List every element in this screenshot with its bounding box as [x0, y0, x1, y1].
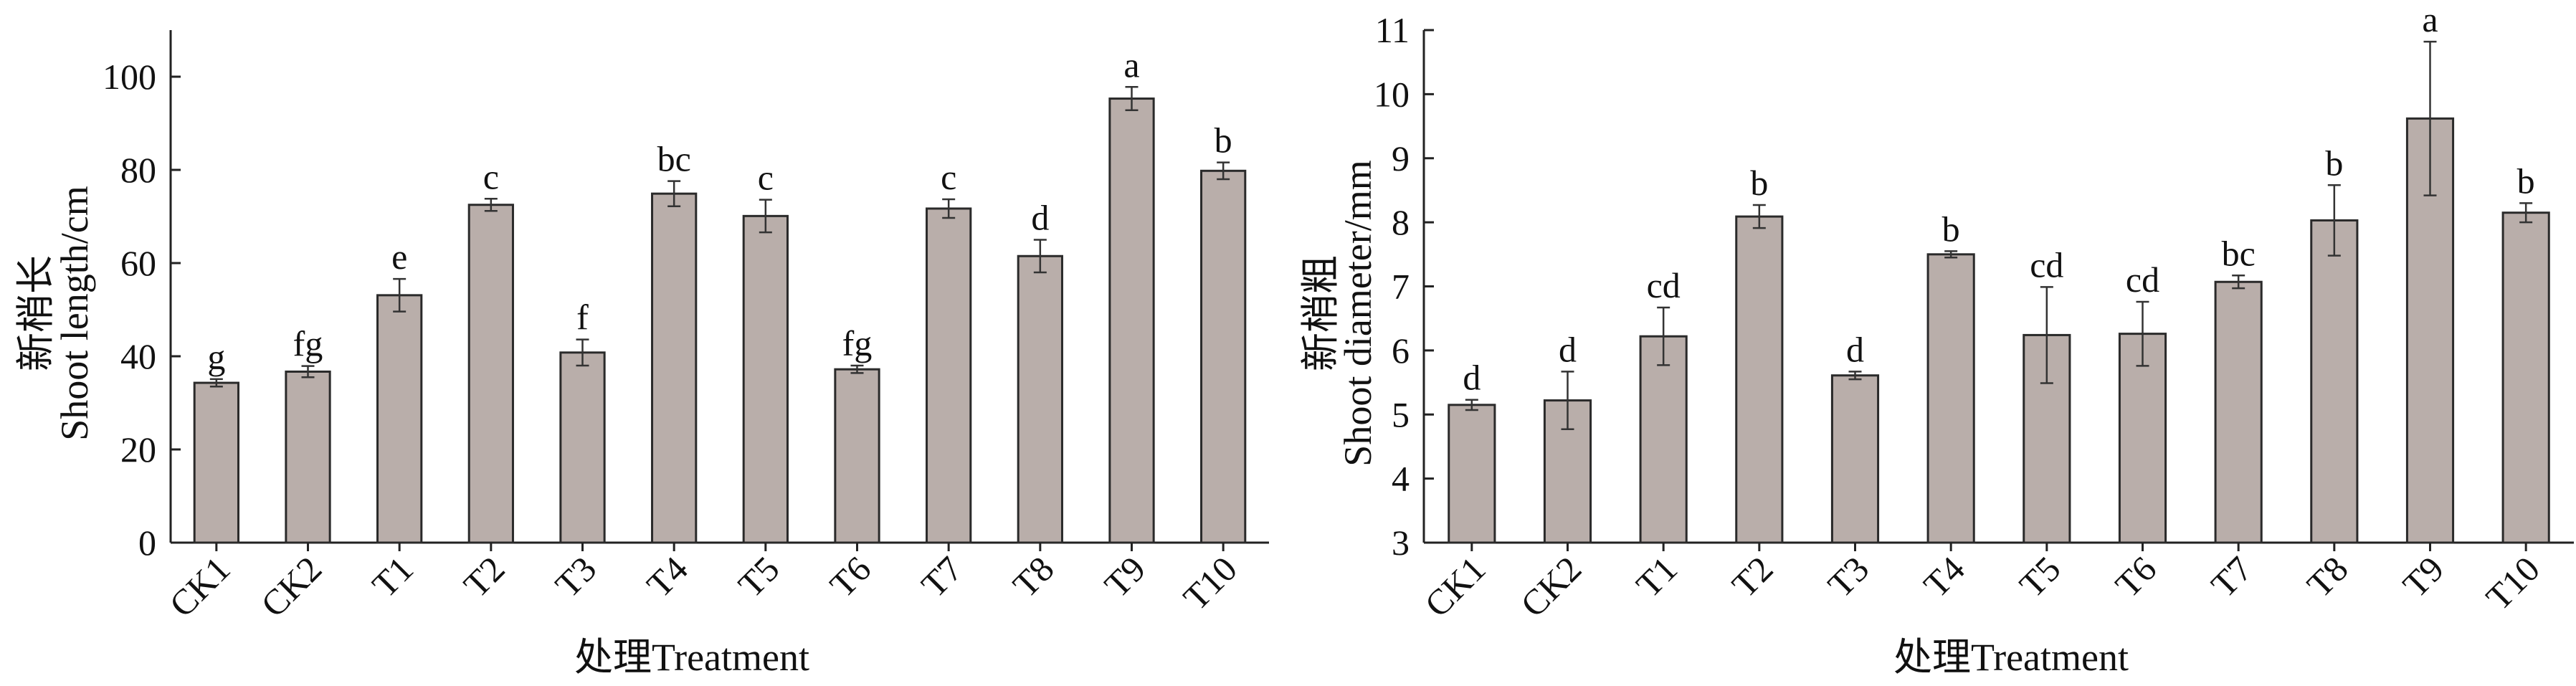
x-tick-label: T1: [364, 548, 421, 605]
x-tick-label: T3: [547, 548, 604, 605]
significance-label: b: [1215, 120, 1232, 161]
bar-t6: [834, 368, 880, 544]
significance-label: g: [207, 337, 225, 377]
x-tick-label: T8: [1005, 548, 1062, 605]
y-tick-label: 3: [1392, 523, 1410, 563]
x-tick-label: T6: [2107, 548, 2164, 605]
shoot-diameter-chart: 新梢粗 Shoot diameter/mm 处理Treatment 3 4 5 6 7 8…: [1299, 0, 2574, 679]
x-tick-label: T10: [2478, 548, 2547, 618]
x-tick-label: T3: [1820, 548, 1876, 605]
significance-label: b: [2325, 143, 2343, 183]
x-axis-title: 处理Treatment: [574, 636, 809, 679]
x-tick-label: T7: [2203, 548, 2260, 605]
bar-t7: [2214, 280, 2263, 544]
x-tick-label: T2: [456, 548, 513, 605]
significance-label: c: [941, 157, 956, 197]
x-tick-label: T2: [1724, 548, 1781, 605]
bar-t1: [376, 294, 423, 544]
y-tick-label: 8: [1392, 202, 1410, 242]
x-tick-label: CK1: [1417, 548, 1493, 624]
significance-label: f: [576, 297, 589, 338]
shoot-length-chart: 新梢长 Shoot length/cm 处理Treatment 0 20 40 60 8…: [14, 30, 1269, 679]
bar-t9: [1108, 97, 1155, 544]
y-tick-label: 5: [1392, 394, 1410, 434]
x-tick-label: T7: [913, 548, 970, 605]
x-axis-title: 处理Treatment: [1893, 636, 2129, 679]
x-tick-label: T8: [2299, 548, 2356, 605]
significance-label: d: [1031, 198, 1049, 238]
bar-t6: [2118, 333, 2167, 544]
y-tick-label: 6: [1392, 330, 1410, 371]
significance-label: fg: [842, 323, 873, 363]
x-tick-label: T5: [2012, 548, 2068, 605]
significance-label: a: [1123, 44, 1139, 85]
x-tick-label: T10: [1175, 548, 1245, 618]
y-tick-label: 60: [120, 243, 156, 283]
bar-t10: [1200, 169, 1247, 544]
significance-label: b: [2517, 161, 2535, 201]
significance-label: fg: [293, 324, 323, 364]
bar-ck1: [193, 381, 239, 544]
y-tick-label: 0: [138, 523, 156, 563]
y-tick-label: 40: [120, 336, 156, 376]
bar-t1: [1639, 335, 1688, 544]
bar-t10: [2501, 211, 2550, 544]
bar-t5: [742, 214, 789, 544]
y-tick-label: 80: [120, 150, 156, 190]
significance-label: d: [1559, 329, 1577, 369]
significance-label: b: [1942, 209, 1960, 249]
x-tick-label: T9: [1096, 548, 1153, 605]
significance-label: cd: [2126, 259, 2159, 300]
significance-label: bc: [2222, 233, 2256, 273]
y-tick-label: 100: [103, 57, 156, 97]
y-axis-title-cn: 新梢长: [14, 255, 57, 371]
y-tick-label: 11: [1375, 10, 1410, 50]
bar-t8: [2310, 219, 2359, 544]
bar-t2: [1735, 215, 1784, 544]
significance-label: c: [483, 156, 499, 196]
x-tick-label: CK2: [1513, 548, 1589, 624]
y-tick-label: 7: [1392, 267, 1410, 307]
y-tick-label: 4: [1392, 459, 1410, 499]
significance-label: c: [758, 158, 774, 198]
significance-label: cd: [1647, 265, 1681, 305]
significance-label: e: [391, 237, 407, 277]
x-tick-label: T9: [2395, 548, 2451, 605]
bar-t7: [926, 207, 972, 544]
x-tick-label: T5: [731, 548, 787, 605]
significance-label: bc: [657, 139, 691, 179]
significance-label: cd: [2030, 244, 2063, 285]
bar-t3: [1830, 374, 1880, 544]
x-tick-label: T1: [1628, 548, 1685, 605]
x-tick-label: CK2: [253, 548, 329, 624]
bar-t4: [1926, 253, 1975, 544]
bar-ck1: [1448, 404, 1496, 544]
bar-ck2: [285, 370, 331, 544]
x-tick-label: T4: [1916, 548, 1972, 605]
significance-label: d: [1463, 358, 1481, 398]
significance-label: d: [1846, 329, 1864, 369]
significance-label: a: [2422, 0, 2438, 39]
x-tick-label: T6: [822, 548, 878, 605]
y-tick-label: 10: [1374, 74, 1410, 114]
significance-label: b: [1750, 163, 1768, 203]
bar-t2: [467, 204, 514, 544]
x-tick-label: CK1: [161, 548, 237, 624]
y-axis-title-cn: 新梢粗: [1299, 255, 1342, 371]
bar-t3: [559, 351, 606, 544]
bar-t8: [1017, 254, 1063, 544]
y-tick-label: 9: [1392, 138, 1410, 178]
bar-t4: [651, 192, 698, 544]
y-axis-title: Shoot length/cm: [53, 186, 96, 440]
y-axis-title: Shoot diameter/mm: [1336, 160, 1379, 466]
x-tick-label: T4: [639, 548, 695, 605]
y-tick-label: 20: [120, 429, 156, 470]
